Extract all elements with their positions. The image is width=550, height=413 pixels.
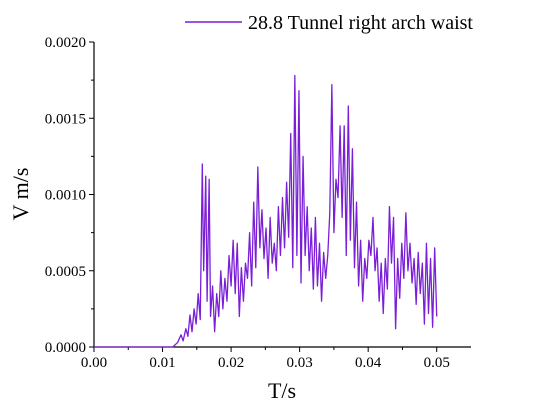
y-ticks: 0.0000 0.0005 0.0010 0.0015 0.0020 [45, 35, 94, 356]
y-tick-label: 0.0015 [45, 111, 86, 127]
y-tick-label: 0.0005 [45, 264, 86, 280]
x-tick-label: 0.01 [149, 355, 175, 371]
x-tick-label: 0.00 [81, 355, 107, 371]
y-tick-label: 0.0000 [45, 340, 86, 356]
x-tick-label: 0.05 [424, 355, 450, 371]
x-axis-title: T/s [268, 378, 296, 403]
y-tick-label: 0.0010 [45, 188, 86, 204]
x-tick-label: 0.04 [355, 355, 382, 371]
series-group [94, 74, 438, 348]
legend-label: 28.8 Tunnel right arch waist [248, 12, 473, 34]
series-line [94, 74, 438, 348]
legend: 28.8 Tunnel right arch waist [185, 12, 473, 34]
x-tick-label: 0.03 [287, 355, 313, 371]
y-tick-label: 0.0020 [45, 35, 86, 51]
x-ticks: 0.00 0.01 0.02 0.03 0.04 0.05 [81, 347, 450, 371]
x-tick-label: 0.02 [218, 355, 244, 371]
y-axis-title: V m/s [8, 168, 33, 221]
